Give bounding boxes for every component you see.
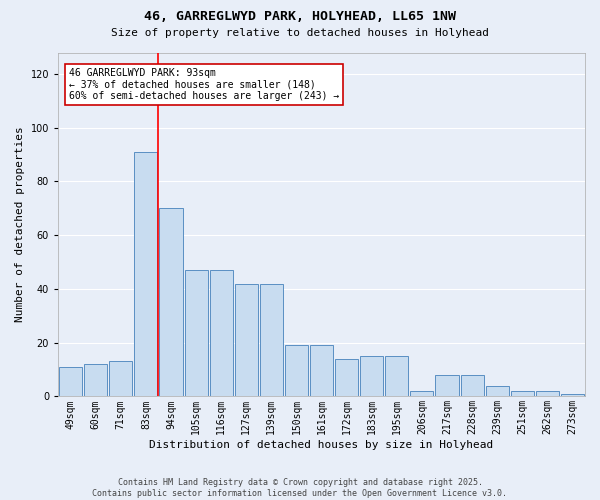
Text: 46, GARREGLWYD PARK, HOLYHEAD, LL65 1NW: 46, GARREGLWYD PARK, HOLYHEAD, LL65 1NW bbox=[144, 10, 456, 23]
Bar bbox=[335, 359, 358, 397]
Bar bbox=[360, 356, 383, 397]
Bar bbox=[385, 356, 409, 397]
Bar bbox=[285, 346, 308, 397]
Bar bbox=[235, 284, 258, 397]
Bar bbox=[134, 152, 157, 396]
Y-axis label: Number of detached properties: Number of detached properties bbox=[15, 126, 25, 322]
Bar bbox=[511, 391, 534, 396]
Bar bbox=[109, 362, 133, 396]
Bar bbox=[209, 270, 233, 396]
Bar bbox=[310, 346, 333, 397]
Bar bbox=[436, 375, 458, 396]
Bar bbox=[410, 391, 433, 396]
Bar bbox=[160, 208, 182, 396]
Bar bbox=[536, 391, 559, 396]
Bar bbox=[260, 284, 283, 397]
Bar bbox=[185, 270, 208, 396]
Bar bbox=[59, 367, 82, 396]
Bar bbox=[461, 375, 484, 396]
Bar bbox=[84, 364, 107, 396]
Bar bbox=[485, 386, 509, 396]
Text: Size of property relative to detached houses in Holyhead: Size of property relative to detached ho… bbox=[111, 28, 489, 38]
Text: 46 GARREGLWYD PARK: 93sqm
← 37% of detached houses are smaller (148)
60% of semi: 46 GARREGLWYD PARK: 93sqm ← 37% of detac… bbox=[68, 68, 339, 101]
X-axis label: Distribution of detached houses by size in Holyhead: Distribution of detached houses by size … bbox=[149, 440, 494, 450]
Bar bbox=[561, 394, 584, 396]
Text: Contains HM Land Registry data © Crown copyright and database right 2025.
Contai: Contains HM Land Registry data © Crown c… bbox=[92, 478, 508, 498]
